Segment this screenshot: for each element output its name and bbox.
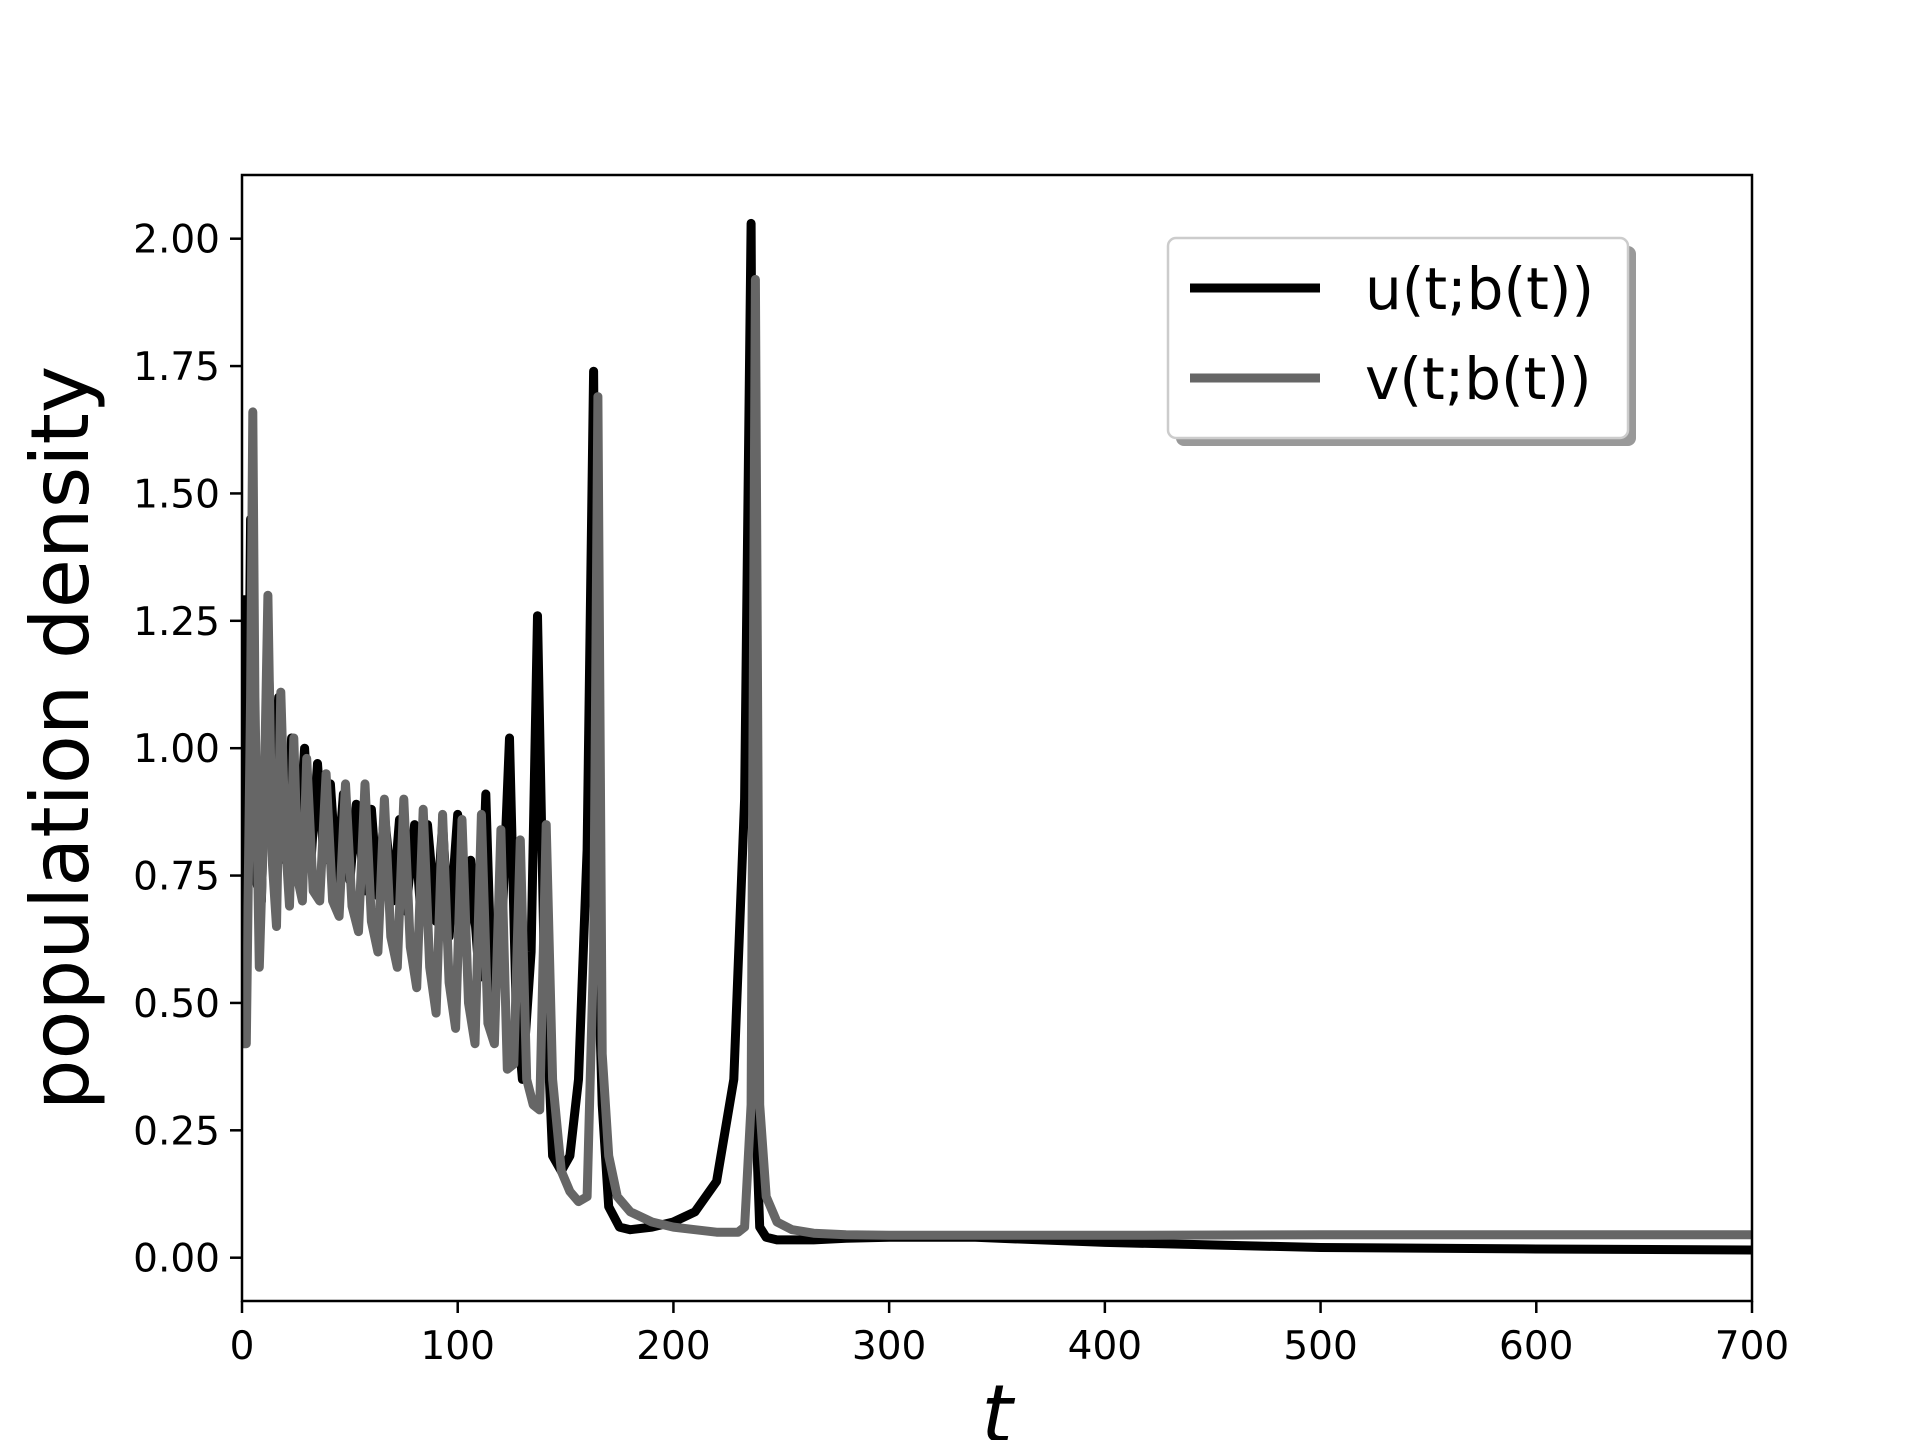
x-tick-label: 300	[852, 1324, 926, 1369]
x-tick-label: 200	[636, 1324, 710, 1369]
series-layer	[242, 218, 1752, 1255]
y-tick-label: 0.25	[133, 1109, 220, 1154]
x-tick-label: 100	[420, 1324, 494, 1369]
x-tick-label: 0	[230, 1324, 255, 1369]
y-tick-label: 0.00	[133, 1237, 220, 1282]
x-axis: 0 100 200 300 400 500 600 700	[230, 1301, 1789, 1369]
x-tick-label: 700	[1715, 1324, 1789, 1369]
y-tick-label: 1.50	[133, 472, 220, 517]
legend: u(t;b(t)) v(t;b(t))	[1166, 236, 1636, 446]
y-tick-label: 1.00	[133, 727, 220, 772]
y-tick-label: 2.00	[133, 218, 220, 263]
plot-frame	[240, 173, 1754, 1303]
x-tick-label: 600	[1499, 1324, 1573, 1369]
x-tick-label: 400	[1068, 1324, 1142, 1369]
y-tick-label: 0.75	[133, 855, 220, 900]
legend-label-u: u(t;b(t))	[1365, 255, 1594, 323]
x-tick-label: 500	[1283, 1324, 1357, 1369]
series-line-v	[242, 274, 1752, 1240]
y-axis: 0.00 0.25 0.50 0.75 1.00 1.25 1.50 1.75 2.00	[133, 218, 242, 1282]
x-axis-label: t	[981, 1368, 1015, 1440]
y-tick-label: 1.75	[133, 345, 220, 390]
y-tick-label: 1.25	[133, 600, 220, 645]
y-tick-label: 0.50	[133, 982, 220, 1027]
legend-label-v: v(t;b(t))	[1365, 345, 1592, 413]
y-axis-label: population density	[14, 366, 107, 1110]
